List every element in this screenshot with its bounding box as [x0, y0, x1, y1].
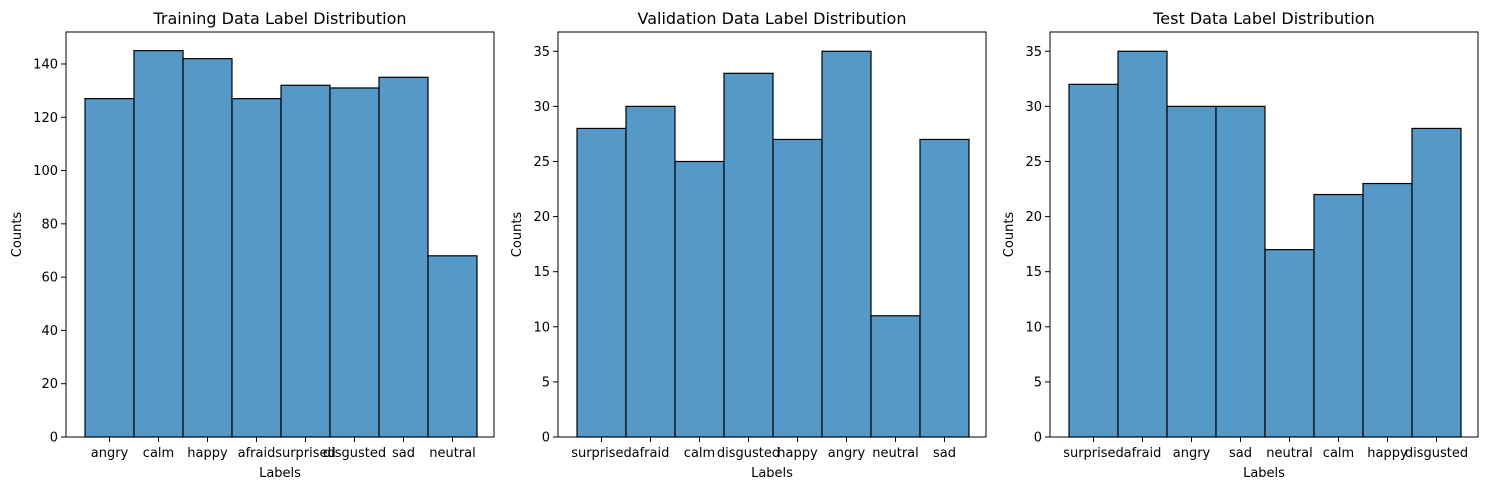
- training-y-axis-label: Counts: [10, 212, 25, 258]
- test-y-tick-label: 20: [1025, 210, 1042, 225]
- training-y-tick-label: 0: [50, 431, 58, 446]
- training-plot-frame: [65, 31, 495, 438]
- test-y-tick-label: 0: [1034, 431, 1042, 446]
- validation-plot-frame: [557, 31, 987, 438]
- validation-bar-angry: [821, 50, 872, 438]
- validation-y-tick-label: 25: [533, 155, 550, 170]
- test-x-tick-label-angry: angry: [1173, 446, 1211, 461]
- training-y-tick-label: 100: [33, 164, 58, 179]
- test-bar-happy: [1362, 182, 1413, 438]
- test-chart-title: Test Data Label Distribution: [1152, 9, 1374, 28]
- test-y-ticks: 0 5 10 15 20 25 30 35: [1025, 45, 1050, 446]
- validation-x-tick-label-disgusted: disgusted: [717, 446, 780, 461]
- training-x-tick-label-calm: calm: [143, 446, 174, 461]
- validation-chart-title: Validation Data Label Distribution: [638, 9, 907, 28]
- validation-bar-calm: [674, 160, 725, 438]
- test-bar-surprised: [1068, 83, 1119, 438]
- test-bar-sad: [1215, 105, 1266, 438]
- training-bar-angry: [84, 98, 135, 438]
- validation-x-tick-label-afraid: afraid: [632, 446, 670, 461]
- training-x-tick-label-neutral: neutral: [429, 446, 476, 461]
- test-y-tick-label: 30: [1025, 100, 1042, 115]
- training-bar-neutral: [427, 255, 478, 438]
- test-bar-disgusted: [1411, 127, 1462, 438]
- validation-y-tick-label: 15: [533, 265, 550, 280]
- validation-bars: [576, 50, 970, 438]
- training-x-tick-label-happy: happy: [187, 446, 228, 461]
- validation-bar-neutral: [870, 315, 921, 438]
- test-x-tick-label-sad: sad: [1229, 446, 1252, 461]
- training-y-tick-label: 140: [33, 57, 58, 72]
- test-x-tick-label-surprised: surprised: [1063, 446, 1124, 461]
- training-x-tick-label-surprised: surprised: [275, 446, 336, 461]
- training-x-tick-label-sad: sad: [392, 446, 415, 461]
- training-bar-calm: [133, 50, 184, 438]
- training-chart: Training Data Label Distribution 0 20 40 60…: [10, 9, 495, 481]
- validation-x-tick-label-calm: calm: [684, 446, 715, 461]
- training-bar-afraid: [231, 98, 282, 438]
- validation-y-tick-label: 0: [542, 431, 550, 446]
- test-plot-frame: [1049, 31, 1479, 438]
- training-bar-happy: [182, 58, 233, 438]
- training-x-tick-label-afraid: afraid: [238, 446, 276, 461]
- test-y-tick-label: 25: [1025, 155, 1042, 170]
- test-y-tick-label: 35: [1025, 45, 1042, 60]
- validation-bar-sad: [919, 138, 970, 438]
- validation-y-axis-label: Counts: [510, 212, 525, 258]
- training-x-axis-label: Labels: [259, 466, 301, 481]
- validation-x-tick-label-happy: happy: [777, 446, 818, 461]
- test-x-tick-label-calm: calm: [1323, 446, 1354, 461]
- training-chart-title: Training Data Label Distribution: [152, 9, 406, 28]
- validation-y-tick-label: 30: [533, 100, 550, 115]
- training-bar-surprised: [280, 84, 331, 438]
- training-y-tick-label: 80: [41, 217, 58, 232]
- test-bar-calm: [1313, 193, 1364, 438]
- training-y-tick-label: 120: [33, 111, 58, 126]
- test-bar-angry: [1166, 105, 1217, 438]
- validation-y-tick-label: 5: [542, 375, 550, 390]
- test-x-tick-label-disgusted: disgusted: [1405, 446, 1468, 461]
- validation-x-tick-label-surprised: surprised: [571, 446, 632, 461]
- test-x-tick-label-neutral: neutral: [1266, 446, 1313, 461]
- training-bar-disgusted: [329, 87, 380, 438]
- test-bars: [1068, 50, 1462, 438]
- validation-y-ticks: 0 5 10 15 20 25 30 35: [533, 45, 558, 446]
- training-y-tick-label: 60: [41, 271, 58, 286]
- test-x-ticks: surprised afraid angry sad neutral calm happyd…: [1063, 437, 1468, 461]
- test-y-tick-label: 15: [1025, 265, 1042, 280]
- training-x-tick-label-angry: angry: [91, 446, 129, 461]
- test-y-tick-label: 10: [1025, 320, 1042, 335]
- validation-y-tick-label: 10: [533, 320, 550, 335]
- training-y-ticks: 0 20 40 60 80 100 120 140: [33, 57, 66, 446]
- test-chart: Test Data Label Distribution 0 5 10 15 20 25 3…: [1002, 9, 1479, 481]
- validation-bar-disgusted: [723, 72, 774, 438]
- validation-x-tick-label-angry: angry: [828, 446, 866, 461]
- test-x-tick-label-afraid: afraid: [1124, 446, 1162, 461]
- validation-y-tick-label: 20: [533, 210, 550, 225]
- validation-chart: Validation Data Label Distribution 0 5 10 1…: [510, 9, 987, 481]
- validation-x-tick-label-sad: sad: [933, 446, 956, 461]
- validation-x-tick-label-neutral: neutral: [872, 446, 919, 461]
- test-y-tick-label: 5: [1034, 375, 1042, 390]
- validation-bar-happy: [772, 138, 823, 438]
- test-x-axis-label: Labels: [1243, 466, 1285, 481]
- training-bars: [84, 50, 478, 438]
- training-x-tick-label-disgusted: disgusted: [323, 446, 386, 461]
- test-bar-neutral: [1264, 249, 1315, 438]
- validation-x-axis-label: Labels: [751, 466, 793, 481]
- test-y-axis-label: Counts: [1002, 212, 1017, 258]
- training-bar-sad: [378, 76, 429, 438]
- validation-y-tick-label: 35: [533, 45, 550, 60]
- test-x-tick-label-happy: happy: [1367, 446, 1408, 461]
- test-bar-afraid: [1117, 50, 1168, 438]
- validation-bar-surprised: [576, 127, 627, 438]
- training-y-tick-label: 40: [41, 324, 58, 339]
- training-y-tick-label: 20: [41, 377, 58, 392]
- validation-bar-afraid: [625, 105, 676, 438]
